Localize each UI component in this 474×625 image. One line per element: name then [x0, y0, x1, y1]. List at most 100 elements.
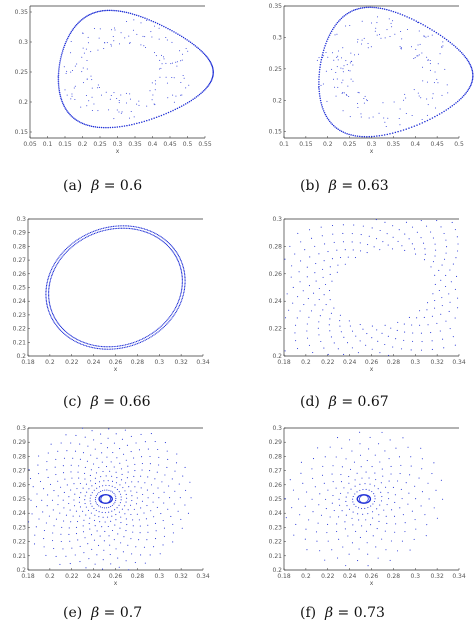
data-point — [63, 105, 66, 108]
data-point — [158, 23, 161, 26]
data-point — [385, 486, 387, 488]
data-point — [338, 516, 340, 518]
ytick-label-f: 0.2 — [272, 567, 282, 574]
data-point — [180, 518, 182, 520]
data-point — [58, 91, 61, 94]
data-point — [331, 224, 334, 227]
data-point — [414, 519, 416, 521]
data-point — [359, 536, 361, 539]
xtick-label-f: 0.26 — [365, 573, 379, 580]
data-point — [426, 81, 428, 83]
data-point — [357, 513, 359, 515]
data-point — [158, 327, 160, 329]
data-point — [335, 487, 337, 489]
data-point — [184, 504, 186, 506]
data-point — [148, 229, 150, 232]
data-point — [178, 256, 180, 258]
data-point — [376, 22, 378, 24]
data-point — [455, 257, 457, 259]
data-point — [187, 50, 189, 52]
data-point — [98, 486, 101, 488]
data-point — [148, 19, 150, 21]
data-point — [113, 118, 115, 120]
data-point — [327, 523, 329, 525]
data-point — [92, 233, 94, 235]
data-point — [178, 263, 181, 265]
data-point — [165, 240, 167, 242]
data-point — [177, 307, 179, 310]
data-point — [45, 295, 47, 297]
data-point — [144, 562, 146, 564]
data-point — [376, 329, 378, 331]
data-point — [191, 42, 193, 45]
data-point — [136, 491, 138, 493]
data-point — [154, 80, 156, 82]
data-point — [465, 57, 468, 60]
data-point — [336, 523, 338, 525]
data-point — [375, 6, 377, 9]
ytick-label-d: 0.28 — [269, 243, 283, 250]
data-point — [156, 471, 158, 473]
data-point — [203, 53, 206, 56]
data-point — [86, 491, 88, 493]
data-point — [325, 70, 327, 72]
data-point — [185, 87, 187, 89]
data-point — [342, 131, 345, 133]
data-point — [350, 78, 352, 80]
data-point — [59, 512, 61, 514]
data-point — [180, 270, 182, 272]
data-point — [43, 529, 45, 532]
ytick-label-e: 0.27 — [13, 468, 27, 475]
data-point — [356, 135, 359, 137]
data-point — [69, 32, 72, 35]
data-point — [150, 510, 152, 512]
data-point — [454, 46, 457, 48]
data-point — [55, 320, 58, 322]
data-point — [322, 108, 324, 110]
data-point — [367, 496, 369, 498]
xtick-label-a: 0.35 — [128, 141, 142, 148]
data-point — [106, 9, 109, 12]
data-point — [397, 480, 399, 482]
data-point — [392, 346, 394, 348]
data-point — [145, 518, 147, 520]
data-point — [109, 126, 112, 129]
data-point — [386, 233, 388, 235]
data-point — [64, 42, 67, 45]
data-point — [149, 463, 151, 465]
data-point — [332, 465, 334, 467]
data-point — [300, 241, 302, 243]
data-point — [100, 496, 103, 498]
data-point — [174, 490, 176, 492]
data-point — [362, 488, 364, 491]
data-point — [77, 471, 79, 473]
data-point — [60, 442, 62, 444]
data-point — [419, 310, 421, 312]
data-point — [343, 92, 345, 94]
data-point — [74, 337, 76, 339]
data-point — [79, 237, 81, 239]
data-point — [146, 505, 148, 507]
data-point — [46, 284, 48, 287]
data-point — [163, 241, 165, 244]
data-point — [116, 457, 118, 459]
data-point — [200, 49, 202, 52]
data-point — [57, 78, 60, 80]
data-point — [155, 55, 157, 57]
xtick-label-f: 0.28 — [387, 573, 401, 580]
data-point — [175, 310, 178, 312]
data-point — [153, 331, 155, 333]
data-point — [37, 464, 39, 466]
data-point — [157, 487, 159, 489]
data-point — [177, 253, 179, 255]
data-point — [38, 473, 40, 475]
data-point — [343, 336, 345, 338]
data-point — [185, 48, 187, 50]
ytick-label-c: 0.23 — [13, 312, 27, 319]
data-point — [180, 269, 182, 271]
data-point — [132, 228, 134, 230]
data-point — [395, 338, 397, 340]
data-point — [346, 94, 348, 96]
data-point — [89, 232, 92, 234]
data-point — [73, 87, 75, 89]
